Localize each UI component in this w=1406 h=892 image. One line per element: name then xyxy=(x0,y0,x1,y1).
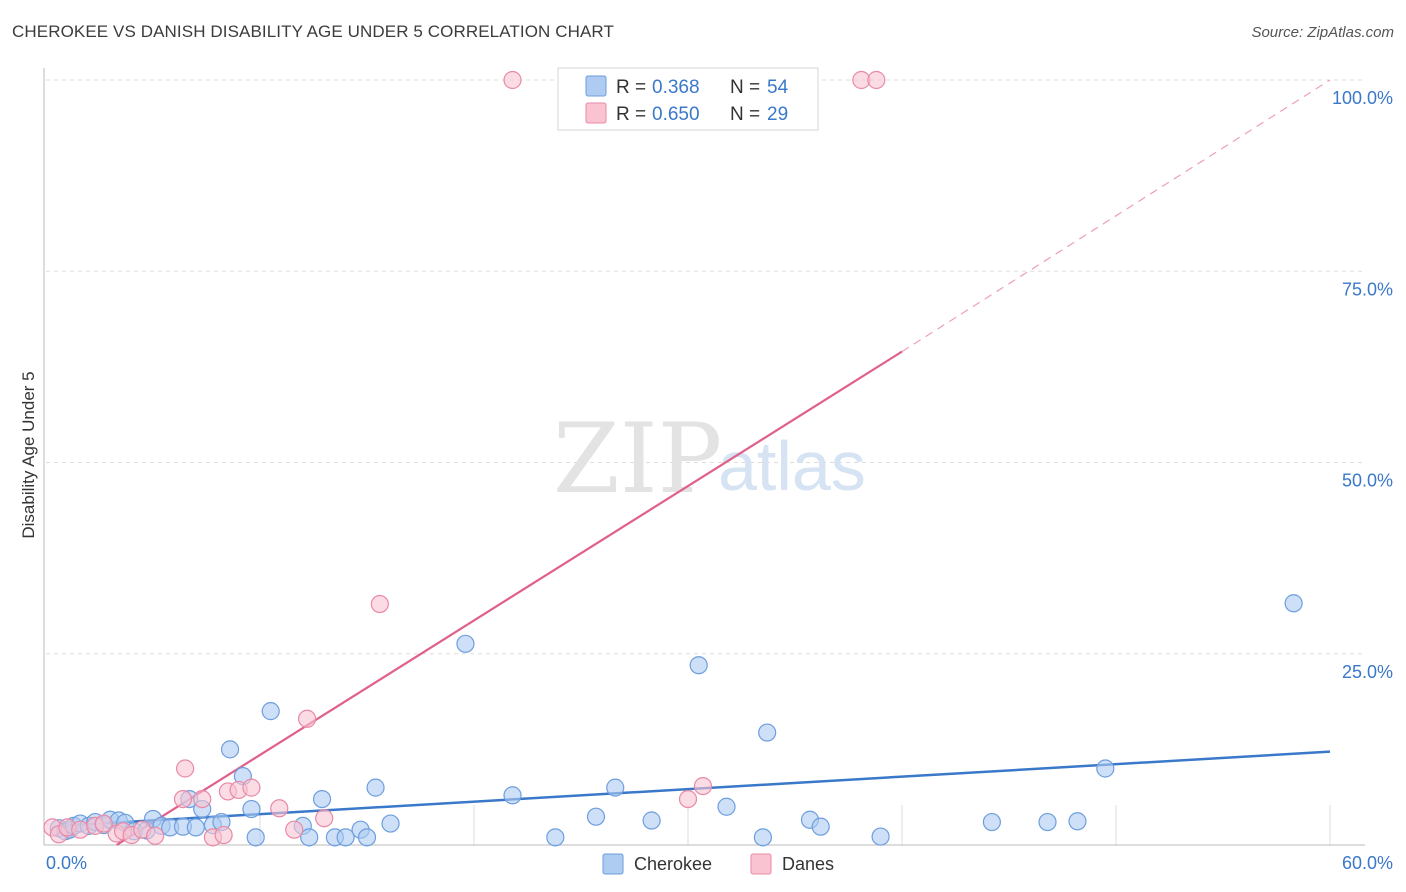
watermark: ZIP atlas xyxy=(553,403,866,515)
point-danes xyxy=(867,70,886,90)
legend: Cherokee Danes xyxy=(602,853,834,875)
point-danes xyxy=(285,820,304,839)
y-tick-label: 75.0% xyxy=(1342,279,1393,299)
point-cherokee xyxy=(606,778,625,797)
point-cherokee xyxy=(242,799,261,819)
stats-r-value-cherokee: 0.368 xyxy=(652,77,700,98)
legend-swatch-cherokee[interactable] xyxy=(602,853,624,875)
point-cherokee xyxy=(753,828,773,847)
point-cherokee xyxy=(546,828,565,847)
point-cherokee xyxy=(758,723,777,742)
point-cherokee xyxy=(220,740,240,759)
point-cherokee xyxy=(871,827,890,846)
point-danes xyxy=(71,820,90,839)
point-danes xyxy=(146,826,165,845)
stats-r-value-danes: 0.650 xyxy=(652,104,700,125)
stats-r-label-cherokee: R = xyxy=(616,77,646,98)
point-cherokee xyxy=(982,812,1001,832)
point-cherokee xyxy=(300,828,319,847)
y-tick-label: 50.0% xyxy=(1342,471,1393,491)
chart-title: CHEROKEE VS DANISH DISABILITY AGE UNDER … xyxy=(12,22,614,41)
stats-n-label-cherokee: N = xyxy=(730,77,760,98)
stats-swatch-danes xyxy=(585,102,607,124)
data-points xyxy=(43,70,1303,847)
point-danes xyxy=(315,809,334,828)
point-cherokee xyxy=(246,828,265,847)
trend-line-danes xyxy=(116,350,903,846)
stats-n-label-danes: N = xyxy=(730,104,760,125)
point-cherokee xyxy=(381,814,400,833)
axes: 25.0% 50.0% 75.0% 100.0% 0.0% 60.0% xyxy=(43,68,1393,873)
point-cherokee xyxy=(456,634,475,653)
point-danes xyxy=(678,789,698,809)
y-tick-label: 100.0% xyxy=(1332,88,1393,108)
y-tick-label: 25.0% xyxy=(1342,662,1393,682)
point-danes xyxy=(94,814,113,833)
point-cherokee xyxy=(366,778,385,797)
point-cherokee xyxy=(186,818,205,837)
point-cherokee xyxy=(1038,812,1057,832)
legend-label-cherokee[interactable]: Cherokee xyxy=(634,854,712,874)
legend-swatch-danes[interactable] xyxy=(750,853,772,875)
watermark-atlas: atlas xyxy=(718,427,866,505)
point-cherokee xyxy=(1068,812,1087,831)
point-danes xyxy=(297,709,317,728)
grid-lines xyxy=(46,79,1365,845)
trend-line-danes-extension xyxy=(901,79,1331,353)
point-danes xyxy=(503,70,522,90)
point-cherokee xyxy=(1096,759,1115,778)
point-cherokee xyxy=(312,789,332,809)
point-cherokee xyxy=(1284,594,1303,613)
point-cherokee xyxy=(503,786,522,805)
point-cherokee xyxy=(642,811,661,830)
source-label: Source: ZipAtlas.com xyxy=(1251,24,1394,41)
point-danes xyxy=(242,778,261,797)
y-axis-title: Disability Age Under 5 xyxy=(19,371,38,538)
point-cherokee xyxy=(357,828,377,847)
stats-box: R = 0.368 N = 54 R = 0.650 N = 29 xyxy=(557,67,819,131)
point-cherokee xyxy=(336,828,355,847)
point-danes xyxy=(173,789,193,809)
point-danes xyxy=(176,759,195,778)
point-cherokee xyxy=(261,702,280,721)
stats-n-value-cherokee: 54 xyxy=(767,77,789,98)
point-danes xyxy=(270,799,289,818)
stats-r-label-danes: R = xyxy=(616,104,646,125)
point-danes xyxy=(370,594,389,614)
stats-n-value-danes: 29 xyxy=(767,104,788,125)
point-cherokee xyxy=(717,797,736,816)
stats-swatch-cherokee xyxy=(585,75,607,97)
point-danes xyxy=(193,789,212,809)
legend-label-danes[interactable]: Danes xyxy=(782,854,834,874)
x-tick-label-max: 60.0% xyxy=(1342,853,1393,873)
point-danes xyxy=(214,825,233,845)
point-danes xyxy=(693,776,713,796)
point-cherokee xyxy=(689,656,708,675)
point-cherokee xyxy=(811,817,830,836)
x-tick-label-min: 0.0% xyxy=(46,853,87,873)
watermark-zip: ZIP xyxy=(553,403,722,515)
point-cherokee xyxy=(586,807,606,826)
